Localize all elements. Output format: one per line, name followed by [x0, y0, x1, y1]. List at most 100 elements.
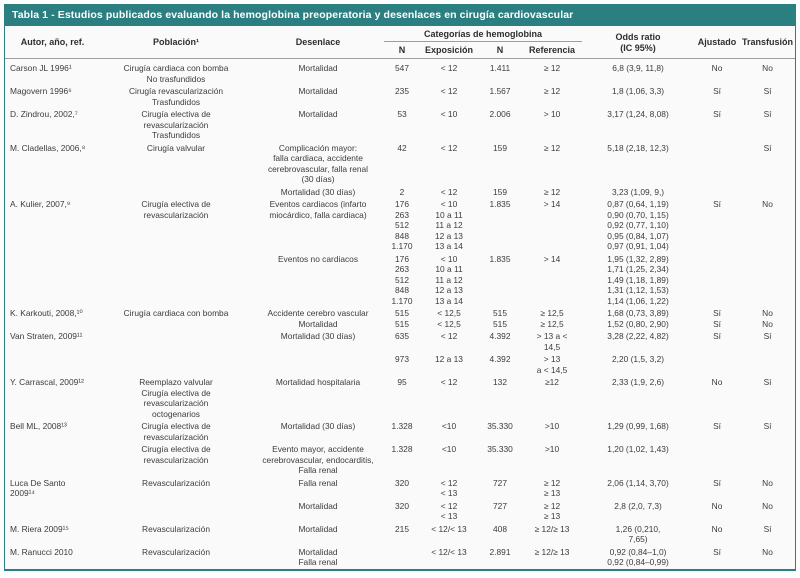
header-n-reference: N	[478, 41, 522, 59]
cell-outcome: Complicación mayor: falla cardiaca, acci…	[267, 142, 369, 185]
cell-author	[5, 253, 100, 308]
cell-exposure: < 10	[440, 109, 458, 119]
cell-n2: 1.411	[489, 63, 511, 73]
table-row: Eventos no cardiacos 176 263 512 848 1.17…	[5, 253, 795, 308]
header-reference: Referencia	[522, 41, 583, 59]
cell-n1: 95	[397, 377, 407, 387]
cell-transfusion: No	[762, 477, 773, 488]
cell-exposure: < 12	[440, 331, 458, 341]
cell-n2: 2.891	[489, 546, 511, 557]
cell-adjusted	[694, 186, 740, 199]
cell-author	[5, 443, 100, 477]
cell-exposure: < 12 < 13	[440, 500, 458, 522]
header-hb-group: Categorías de hemoglobina	[384, 26, 583, 42]
cell-n2: 4.392	[489, 354, 511, 364]
cell-population: Cirugía electiva de revascularización	[141, 444, 211, 465]
cell-reference: > 10	[543, 109, 561, 119]
cell-outcome: Falla renal	[298, 477, 338, 488]
cell-population	[100, 353, 252, 376]
cell-n1: 515 515	[395, 308, 409, 329]
cell-adjusted	[694, 353, 740, 376]
cell-adjusted: Sí	[713, 86, 721, 96]
cell-n2: 1.835	[489, 199, 511, 209]
cell-population: Cirugía cardiaca con bomba	[123, 308, 229, 318]
cell-transfusion: No	[762, 199, 773, 209]
cell-outcome: Eventos no cardiacos	[277, 253, 359, 264]
table-row: Cirugía electiva de revascularización Eve…	[5, 443, 795, 477]
cell-adjusted: Sí	[713, 109, 721, 119]
cell-reference: ≥ 12,5 ≥ 12,5	[540, 308, 564, 329]
cell-author	[5, 500, 100, 523]
cell-population: Reemplazo valvular Cirugía electiva de r…	[139, 377, 213, 419]
cell-exposure: < 10 10 a 11 11 a 12 12 a 13 13 a 14	[435, 199, 463, 251]
cell-transfusion: Sí	[763, 523, 772, 534]
cell-outcome: Mortalidad (30 días)	[280, 331, 356, 341]
cell-exposure: < 12,5 < 12,5	[437, 308, 461, 329]
cell-reference: > 14	[543, 253, 561, 264]
cell-author	[5, 353, 100, 376]
cell-transfusion: No No	[762, 308, 773, 329]
cell-author: Bell ML, 2008¹³	[10, 421, 67, 431]
cell-population: Revascularización	[142, 546, 210, 557]
cell-outcome: Evento mayor, accidente cerebrovascular,…	[262, 444, 374, 475]
cell-outcome: Accidente cerebro vascular Mortalidad	[267, 308, 369, 329]
cell-outcome: Mortalidad	[298, 500, 338, 511]
cell-odds: 2,06 (1,14, 3,70)	[607, 477, 669, 488]
cell-adjusted: Sí	[713, 199, 721, 209]
cell-adjusted: No	[711, 523, 723, 534]
header-row-top: Autor, año, ref. Población¹ Desenlace Ca…	[5, 26, 796, 59]
cell-odds: 3,28 (2,22, 4,82)	[607, 331, 669, 341]
cell-author: Magovern 1996⁶	[10, 86, 72, 96]
table-row: 973 12 a 13 4.392 > 13 a < 14,5 2,20 (1,5, 3…	[5, 353, 795, 376]
cell-population: Cirugía electiva de revascularización	[141, 421, 211, 442]
cell-population	[100, 186, 252, 199]
cell-n2: 1.835	[489, 253, 511, 264]
cell-transfusion: No	[762, 63, 773, 73]
cell-population	[100, 330, 252, 353]
cell-odds: 2,8 (2,0, 7,3)	[614, 500, 662, 511]
cell-population: Cirugía revascularización Trasfundidos	[128, 86, 224, 107]
cell-reference: >10	[544, 444, 560, 454]
cell-n2: 159	[493, 142, 507, 153]
table-row: Carson JL 1996¹ Cirugía cardiaca con bomb…	[5, 59, 795, 86]
cell-outcome: Mortalidad hospitalaria	[275, 377, 361, 387]
cell-outcome: Eventos cardiacos (infarto miocárdico, f…	[269, 199, 367, 220]
header-author: Autor, año, ref.	[5, 26, 100, 59]
cell-odds: 5,18 (2,18, 12,3)	[607, 142, 669, 153]
cell-reference: ≥ 12 ≥ 13	[543, 477, 561, 499]
table-row: D. Zindrou, 2002,⁷ Cirugía electiva de re…	[5, 108, 795, 142]
cell-n1: 635	[395, 331, 409, 341]
header-population: Población¹	[100, 26, 252, 59]
cell-n1: 42	[397, 142, 407, 153]
cell-adjusted: No	[711, 63, 723, 73]
cell-author: Van Straten, 2009¹¹	[10, 331, 83, 341]
cell-odds: 0,92 (0,84–1,0) 0,92 (0,84–0,99)	[607, 546, 669, 568]
cell-author: D. Zindrou, 2002,⁷	[10, 109, 78, 119]
header-transfusion: Transfusión	[740, 26, 796, 59]
cell-n1: 1.328	[391, 421, 413, 431]
table-row: M. Ranucci 2010 Revascularización Mortalid…	[5, 546, 795, 569]
cell-outcome: Mortalidad	[298, 523, 338, 534]
cell-population: Revascularización	[142, 523, 210, 534]
cell-odds: 1,26 (0,210, 7,65)	[615, 523, 661, 545]
cell-author: Carson JL 1996¹	[10, 63, 72, 73]
cell-exposure: < 10 10 a 11 11 a 12 12 a 13 13 a 14	[435, 253, 463, 306]
cell-reference: > 13 a < 14,5	[536, 331, 568, 352]
cell-population: Cirugía electiva de revascularización	[141, 199, 211, 220]
table-row: Y. Carrascal, 2009¹² Reemplazo valvular C…	[5, 376, 795, 420]
cell-odds: 0,87 (0,64, 1,19) 0,90 (0,70, 1,15) 0,92…	[607, 199, 669, 251]
cell-population: Revascularización	[142, 477, 210, 488]
cell-exposure: < 12	[440, 377, 458, 387]
cell-n2: 727	[493, 477, 507, 488]
cell-n2: 4.392	[489, 331, 511, 341]
cell-transfusion: Sí	[763, 142, 772, 153]
cell-reference: ≥ 12	[543, 86, 561, 96]
cell-adjusted: Sí	[713, 421, 721, 431]
cell-reference: ≥ 12	[543, 186, 561, 197]
table-row: M. Riera 2009¹⁵ Revascularización Mortalid…	[5, 523, 795, 546]
cell-transfusion	[740, 186, 795, 199]
cell-transfusion: Sí	[763, 421, 772, 431]
cell-exposure: < 12/< 13	[431, 546, 467, 557]
cell-reference: ≥ 12	[543, 142, 561, 153]
cell-transfusion	[740, 353, 795, 376]
